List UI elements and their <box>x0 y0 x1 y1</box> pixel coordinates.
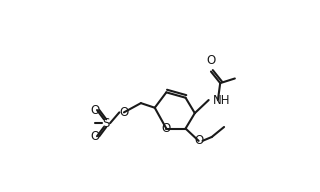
Text: O: O <box>90 103 99 117</box>
Text: O: O <box>162 122 171 135</box>
Text: NH: NH <box>212 94 230 107</box>
Text: O: O <box>119 106 129 119</box>
Text: S: S <box>103 117 110 130</box>
Text: O: O <box>206 54 216 67</box>
Text: O: O <box>90 130 99 143</box>
Text: O: O <box>194 134 203 147</box>
